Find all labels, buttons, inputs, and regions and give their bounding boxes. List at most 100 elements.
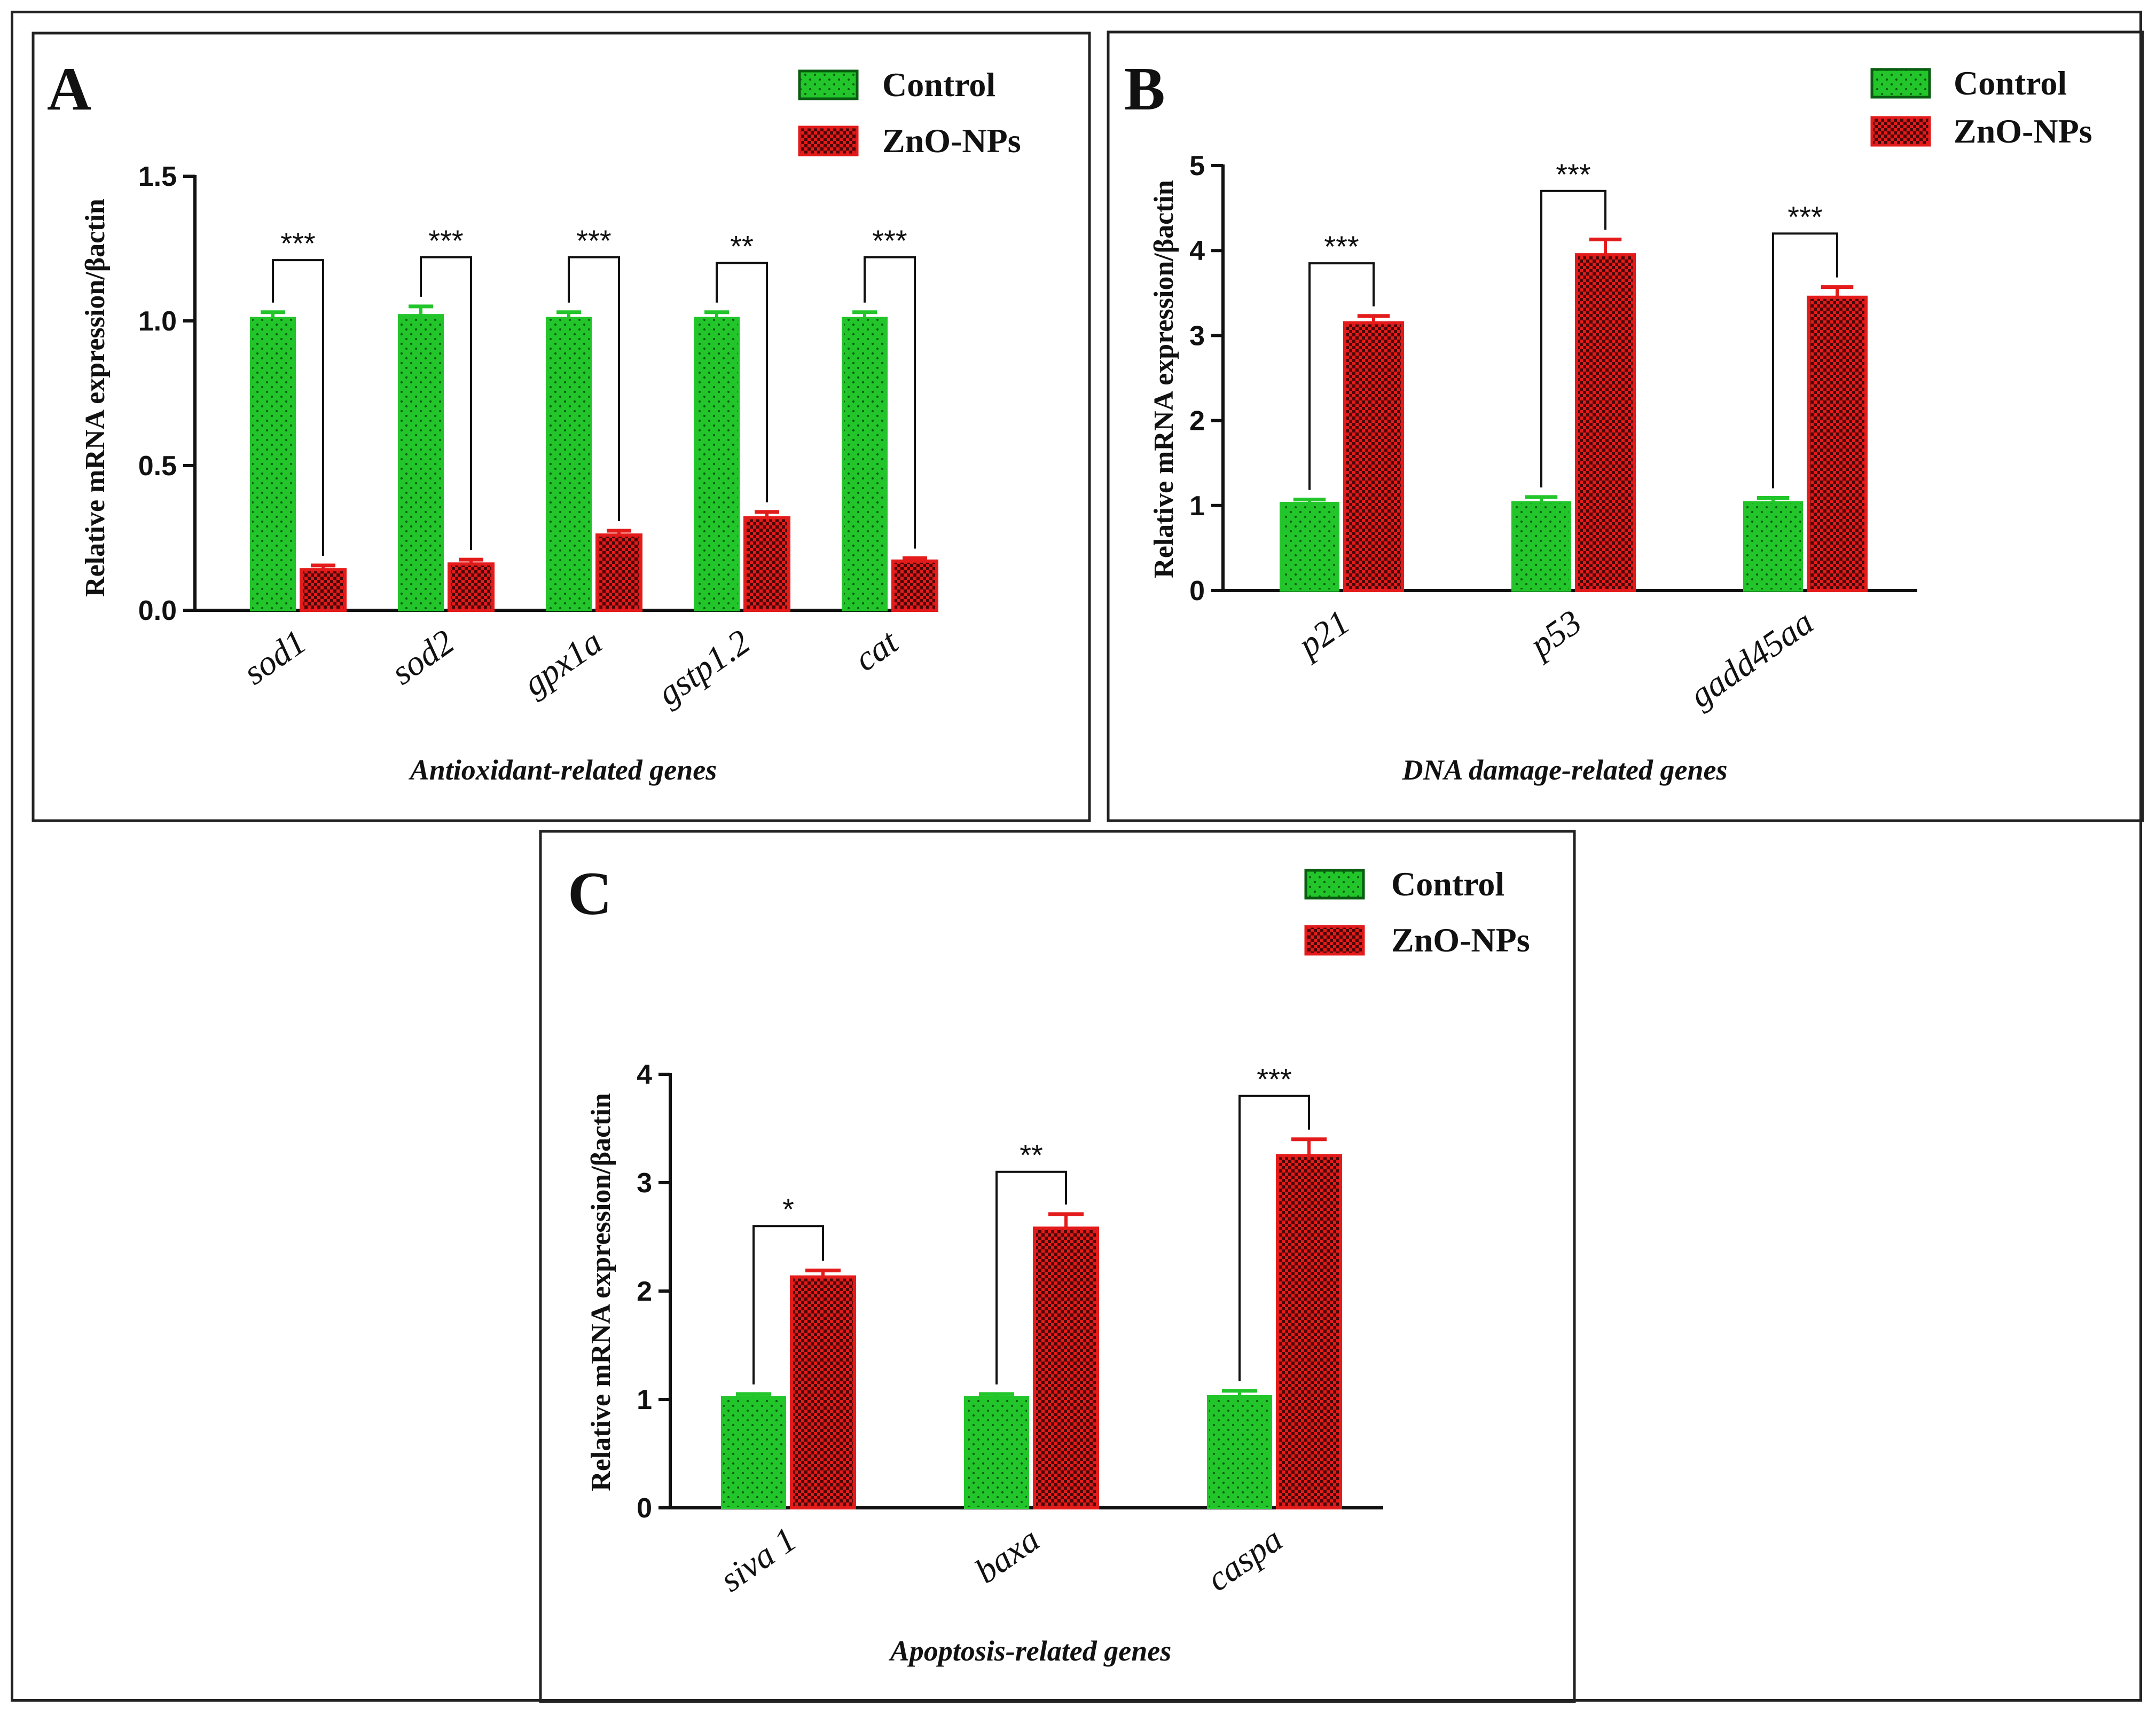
y-tick-label: 4 xyxy=(1189,235,1205,266)
legend-swatch-control xyxy=(1304,869,1365,900)
y-tick-label: 3 xyxy=(637,1168,652,1199)
category-label: sod2 xyxy=(385,622,461,692)
panel-c-ylabel: Relative mRNA expression/βactin xyxy=(586,1093,616,1491)
panel-c-plot: 0 1 2 3 4 * siva 1 ** baxa *** caspa xyxy=(637,1059,1383,1600)
panel-a-plot: 0.0 0.5 1.0 1.5 *** sod1 *** sod2 *** gpx1a ** gstp… xyxy=(138,161,938,713)
panel-c-border xyxy=(539,830,1576,1703)
significance-label: *** xyxy=(1787,200,1822,233)
bar-zno xyxy=(595,533,642,612)
significance-label: *** xyxy=(576,224,611,257)
category-label: p53 xyxy=(1521,602,1588,666)
panel-a-xlabel: Antioxidant-related genes xyxy=(409,754,717,786)
y-tick-label: 2 xyxy=(1189,406,1205,437)
y-tick-label: 3 xyxy=(1189,320,1205,351)
panel-b-ylabel: Relative mRNA expression/βactin xyxy=(1149,180,1179,578)
panel-c: C Control ZnO-NPs Relative mRNA expressi… xyxy=(539,830,1576,1703)
category-label: baxa xyxy=(968,1520,1047,1591)
y-tick-label: 0 xyxy=(1189,576,1205,607)
bar-control xyxy=(546,317,592,611)
legend-swatch-zno xyxy=(1304,925,1365,956)
bar-control xyxy=(964,1396,1029,1509)
panel-a-letter: A xyxy=(47,55,91,123)
panel-b-xlabel: DNA damage-related genes xyxy=(1402,754,1728,786)
significance-label: * xyxy=(782,1192,794,1226)
bar-zno xyxy=(743,516,790,612)
bar-zno xyxy=(1575,253,1636,593)
significance-bracket xyxy=(420,256,472,550)
bar-control xyxy=(842,317,888,611)
bar-zno xyxy=(1033,1226,1099,1509)
legend-swatch-control xyxy=(1870,68,1931,99)
bar-zno xyxy=(1276,1154,1342,1509)
significance-label: *** xyxy=(1257,1063,1291,1096)
significance-bracket xyxy=(995,1170,1067,1384)
significance-label: *** xyxy=(280,226,315,260)
panel-a-ylabel: Relative mRNA expression/βactin xyxy=(80,199,111,597)
panel-b-border xyxy=(1107,30,2144,822)
category-label: p21 xyxy=(1289,602,1357,666)
y-tick-label: 0 xyxy=(637,1493,652,1524)
bar-zno xyxy=(448,562,495,612)
category-label: gstp1.2 xyxy=(650,622,757,713)
category-label: gadd45aa xyxy=(1682,602,1820,715)
category-label: caspa xyxy=(1200,1520,1290,1599)
bar-zno xyxy=(891,559,938,612)
legend-label-control: Control xyxy=(882,66,995,104)
panel-b-legend: Control ZnO-NPs xyxy=(1870,64,2092,150)
panel-c-letter: C xyxy=(568,860,612,927)
category-label: sod1 xyxy=(237,622,313,692)
y-tick-label: 1.0 xyxy=(138,306,177,337)
legend-swatch-zno xyxy=(798,125,859,156)
category-label: siva 1 xyxy=(713,1520,804,1599)
significance-bracket xyxy=(752,1225,824,1384)
significance-bracket xyxy=(568,256,620,521)
legend-label-zno: ZnO-NPs xyxy=(882,122,1021,160)
y-tick-label: 1.5 xyxy=(138,161,177,192)
significance-label: *** xyxy=(428,224,463,257)
category-label: cat xyxy=(848,622,906,679)
legend-label-zno: ZnO-NPs xyxy=(1391,921,1530,959)
y-tick-label: 0.5 xyxy=(138,451,177,482)
bar-zno xyxy=(790,1275,856,1510)
significance-bracket xyxy=(1540,190,1606,487)
bar-control xyxy=(1743,501,1803,592)
y-tick-label: 1 xyxy=(1189,491,1205,522)
panel-b-plot: 0 1 2 3 4 5 *** p21 *** p53 *** gadd45aa xyxy=(1189,151,1917,715)
significance-label: ** xyxy=(730,230,754,263)
significance-label: *** xyxy=(872,224,907,257)
significance-bracket xyxy=(1772,232,1838,489)
significance-label: *** xyxy=(1556,158,1590,191)
significance-bracket xyxy=(716,262,768,502)
legend-label-zno: ZnO-NPs xyxy=(1954,112,2092,150)
panel-a: A Control ZnO-NPs Relative mRNA expressi… xyxy=(32,32,1091,822)
panel-a-border xyxy=(32,32,1091,822)
panel-c-xlabel: Apoptosis-related genes xyxy=(889,1635,1171,1667)
y-tick-label: 5 xyxy=(1189,151,1205,182)
legend-label-control: Control xyxy=(1391,865,1504,903)
significance-bracket xyxy=(272,259,324,556)
y-tick-label: 4 xyxy=(637,1059,652,1090)
bar-control xyxy=(398,314,444,611)
bar-zno xyxy=(300,568,347,612)
y-tick-label: 0.0 xyxy=(138,595,177,626)
bar-control xyxy=(250,317,296,611)
bar-control xyxy=(1511,501,1571,592)
panel-b: B Control ZnO-NPs Relative mRNA expressi… xyxy=(1107,30,2144,822)
panel-c-legend: Control ZnO-NPs xyxy=(1304,865,1530,959)
bar-control xyxy=(1280,502,1339,592)
significance-label: ** xyxy=(1020,1138,1043,1172)
legend-label-control: Control xyxy=(1954,64,2067,102)
y-tick-label: 1 xyxy=(637,1384,652,1415)
legend-swatch-control xyxy=(798,69,859,100)
panel-b-letter: B xyxy=(1124,55,1165,123)
significance-label: *** xyxy=(1324,230,1359,263)
legend-swatch-zno xyxy=(1870,116,1931,147)
significance-bracket xyxy=(1238,1095,1310,1381)
category-label: gpx1a xyxy=(516,622,609,703)
significance-bracket xyxy=(864,256,916,549)
y-tick-label: 2 xyxy=(637,1276,652,1307)
panel-a-legend: Control ZnO-NPs xyxy=(798,66,1021,160)
significance-bracket xyxy=(1308,262,1375,490)
